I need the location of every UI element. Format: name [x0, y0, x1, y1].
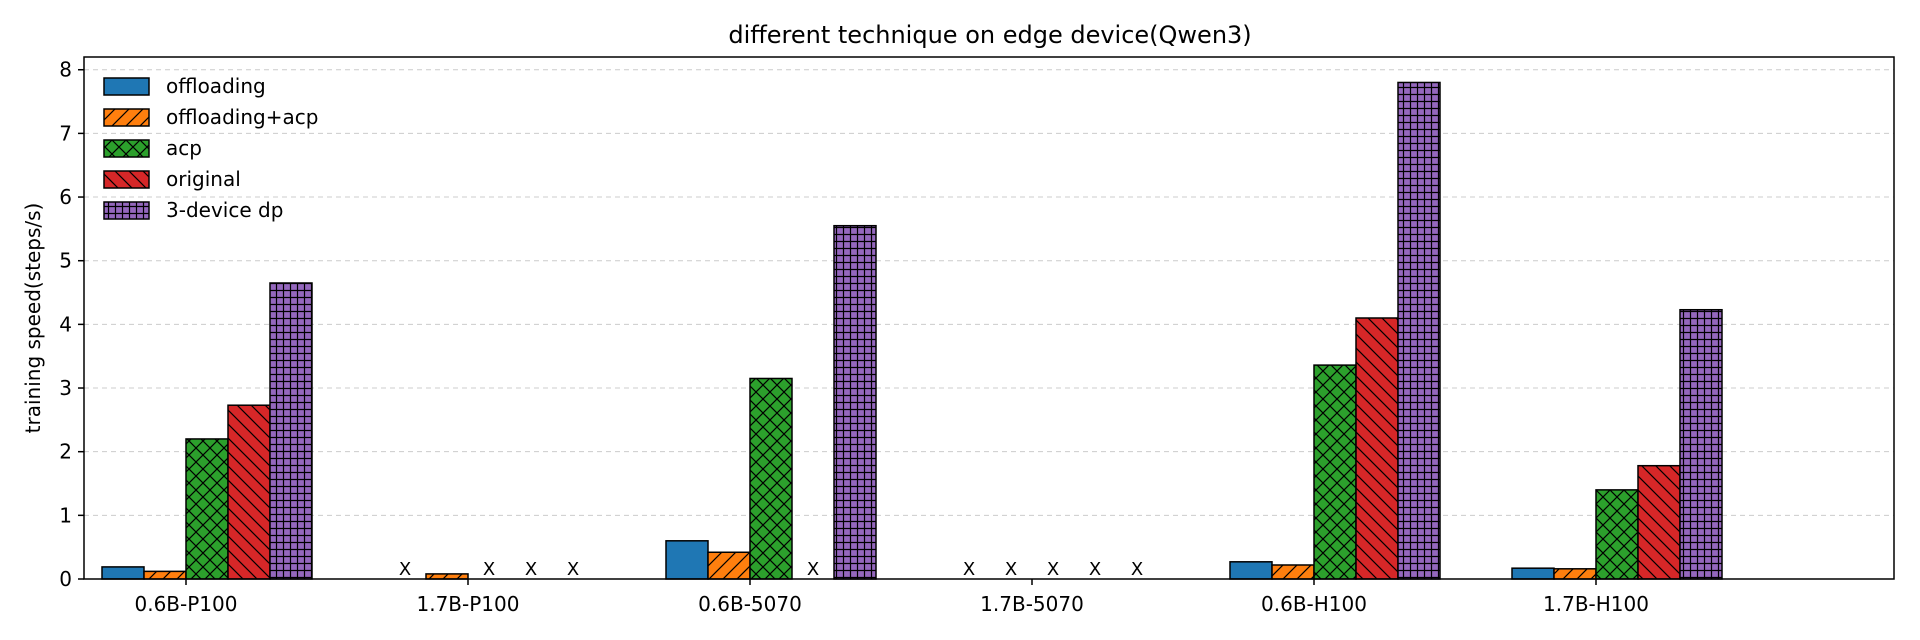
- legend-label-4: 3-device dp: [166, 198, 283, 222]
- bar-hatch-4-3: [1356, 318, 1398, 579]
- bar-fill-5-0: [1512, 568, 1554, 579]
- bar-hatch-4-2: [1314, 365, 1356, 579]
- x-axis: 0.6B-P100 1.7B-P100 0.6B-5070 1.7B-5070 0.6B…: [135, 579, 1649, 616]
- bar-hatch-5-1: [1554, 568, 1596, 579]
- bar-hatch-0-4: [270, 282, 312, 579]
- x-tick-label-2: 0.6B-5070: [698, 592, 802, 616]
- legend-label-1: offloading+acp: [166, 105, 318, 129]
- bar-hatch-0-2: [186, 438, 228, 579]
- y-tick-label-6: 6: [59, 185, 72, 209]
- y-tick-label-3: 3: [59, 376, 72, 400]
- y-tick-label-5: 5: [59, 249, 72, 273]
- legend-swatch-3: [103, 170, 150, 189]
- bar-hatch-5-4: [1680, 309, 1722, 579]
- x-tick-label-0: 0.6B-P100: [135, 592, 238, 616]
- bar-hatch-0-1: [144, 571, 186, 579]
- legend-swatch-1: [103, 108, 150, 127]
- legend-label-2: acp: [166, 136, 202, 160]
- y-axis-label: training speed(steps/s): [21, 203, 45, 434]
- x-tick-label-1: 1.7B-P100: [417, 592, 520, 616]
- bar-fill-2-0: [666, 540, 708, 579]
- legend: offloading offloading+acp acp original 3-dev…: [103, 74, 318, 222]
- legend-label-0: offloading: [166, 74, 266, 98]
- missing-marker-1-0: X: [399, 559, 411, 580]
- missing-marker-3-4: X: [1131, 559, 1143, 580]
- x-tick-label-5: 1.7B-H100: [1543, 592, 1649, 616]
- plot-frame: [83, 56, 1895, 580]
- legend-swatch-4: [103, 201, 150, 220]
- y-tick-label-0: 0: [59, 567, 72, 591]
- gridlines: [84, 69, 1894, 516]
- x-tick-label-3: 1.7B-5070: [980, 592, 1084, 616]
- missing-marker-1-4: X: [567, 559, 579, 580]
- legend-swatch-fill-0: [104, 78, 149, 95]
- legend-swatch-hatch-2: [104, 140, 149, 157]
- bar-hatch-4-4: [1398, 82, 1440, 580]
- bar-hatch-5-2: [1596, 489, 1638, 579]
- missing-marker-3-2: X: [1047, 559, 1059, 580]
- missing-marker-3-0: X: [963, 559, 975, 580]
- bars: [101, 81, 1723, 580]
- legend-swatch-hatch-1: [104, 109, 149, 126]
- y-tick-label-7: 7: [59, 121, 72, 145]
- y-tick-label-1: 1: [59, 503, 72, 527]
- y-tick-label-8: 8: [59, 58, 72, 82]
- legend-label-3: original: [166, 167, 241, 191]
- missing-marker-1-2: X: [483, 559, 495, 580]
- missing-marker-3-3: X: [1089, 559, 1101, 580]
- y-axis: 0 1 2 3 4 5 6 7 8: [59, 58, 84, 591]
- y-tick-label-4: 4: [59, 312, 72, 336]
- legend-swatch-hatch-3: [104, 171, 149, 188]
- bar-hatch-0-3: [228, 405, 270, 579]
- missing-markers: X X XX XX X XX X: [399, 559, 1143, 580]
- legend-swatch-0: [103, 77, 150, 96]
- missing-marker-1-3: X: [525, 559, 537, 580]
- bar-hatch-1-1: [426, 573, 468, 579]
- x-tick-label-4: 0.6B-H100: [1261, 592, 1367, 616]
- missing-marker-3-1: X: [1005, 559, 1017, 580]
- bar-hatch-2-1: [708, 552, 750, 579]
- legend-swatch-hatch-4: [104, 202, 149, 219]
- bar-fill-0-0: [102, 566, 144, 579]
- legend-swatch-2: [103, 139, 150, 158]
- bar-fill-4-0: [1230, 561, 1272, 579]
- missing-marker-2-3: X: [807, 559, 819, 580]
- bar-hatch-4-1: [1272, 564, 1314, 579]
- bar-hatch-2-2: [750, 378, 792, 579]
- chart-title: different technique on edge device(Qwen3…: [728, 21, 1251, 49]
- y-tick-label-2: 2: [59, 440, 72, 464]
- bar-hatch-5-3: [1638, 465, 1680, 579]
- bar-hatch-2-4: [834, 225, 876, 579]
